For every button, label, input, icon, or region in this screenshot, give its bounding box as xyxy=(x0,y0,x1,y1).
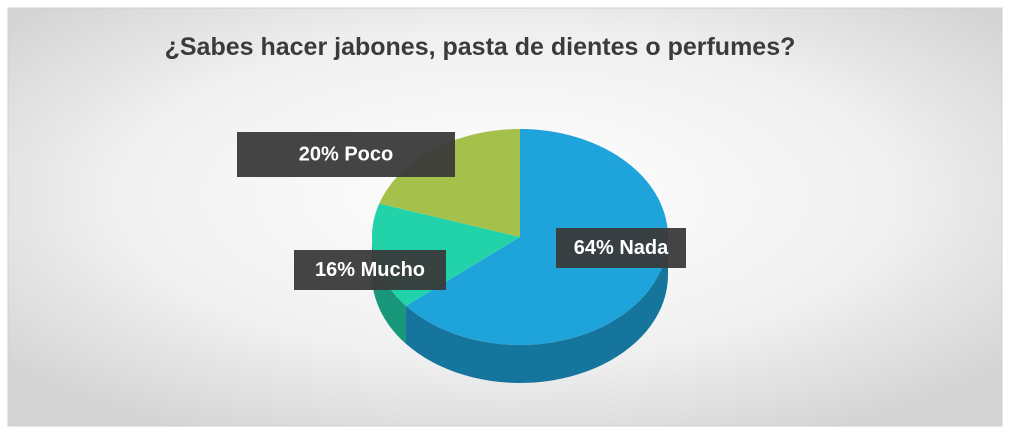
data-label: 16% Mucho xyxy=(315,259,425,281)
pie-side xyxy=(372,237,406,344)
data-label-box xyxy=(237,132,455,177)
data-label-box xyxy=(294,250,446,290)
pie-sides xyxy=(372,237,668,383)
data-label-value: 64% xyxy=(574,237,614,259)
pie-slice xyxy=(405,129,668,345)
data-label-category: Poco xyxy=(344,144,393,166)
pie xyxy=(372,129,668,383)
pie-side xyxy=(405,237,668,383)
data-label-category: Nada xyxy=(619,237,669,259)
data-label-box xyxy=(556,228,686,268)
labels: 64% Nada 16% Mucho 20% Poco xyxy=(237,132,686,290)
pie-slice xyxy=(379,129,520,237)
data-label-value: 16% xyxy=(315,259,355,281)
chart-title: ¿Sabes hacer jabones, pasta de dientes o… xyxy=(165,33,796,61)
data-label-category: Mucho xyxy=(361,259,425,281)
data-label-value: 20% xyxy=(299,144,339,166)
data-label: 20% Poco xyxy=(299,144,394,166)
pie-tops xyxy=(372,129,668,345)
data-label: 64% Nada xyxy=(574,237,669,259)
